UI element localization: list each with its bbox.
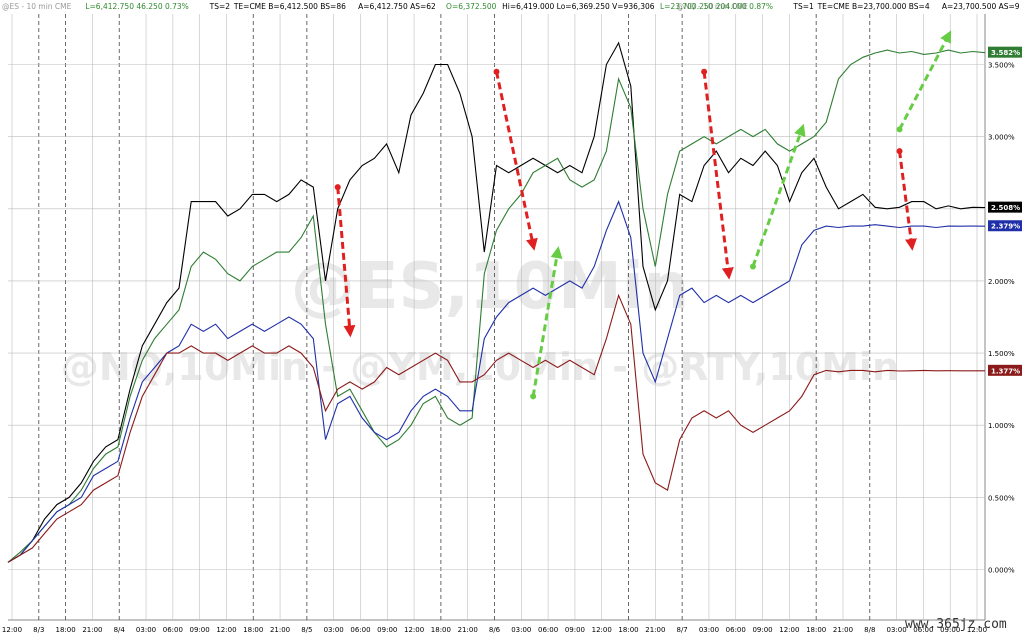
- x-tick-label: 03:00: [324, 626, 344, 634]
- x-tick-label: 18:00: [56, 626, 76, 634]
- x-tick-label: 12:00: [967, 626, 987, 634]
- trend-arrow: [495, 71, 538, 251]
- header-field: TE=CME B=6,412.500 BS=86: [233, 2, 346, 11]
- x-tick-label: 03:00: [886, 626, 906, 634]
- last-value-tag-label: 3.582%: [991, 49, 1020, 57]
- site-watermark-label: www.365jz.com: [905, 617, 1007, 632]
- last-value-tag-label: 2.379%: [991, 223, 1020, 231]
- header-field: @ES - 10 min CME: [2, 2, 72, 11]
- header-field: TS=2: [209, 2, 231, 11]
- header-field: TE=CME B=23,700.000 BS=4: [817, 2, 930, 11]
- x-tick-label: 8/8: [864, 626, 875, 634]
- last-value-tag: 2.379%: [988, 220, 1022, 232]
- x-tick-label: 09:00: [940, 626, 960, 634]
- y-tick-label: 3.000%: [988, 134, 1015, 142]
- last-value-tag-label: 1.377%: [991, 367, 1020, 375]
- last-value-tag: 2.508%: [988, 201, 1022, 213]
- trend-arrow: [702, 71, 734, 280]
- x-tick-label: 03:00: [136, 626, 156, 634]
- x-tick-label: 06:00: [913, 626, 933, 634]
- annotation-arrows: [334, 30, 952, 400]
- x-tick-label: 21:00: [645, 626, 665, 634]
- x-tick-label: 09:00: [752, 626, 772, 634]
- x-tick-label: 18:00: [618, 626, 638, 634]
- y-axis: 0.000%0.500%1.000%1.500%2.000%2.500%3.00…: [988, 62, 1015, 575]
- chart-watermark: @ES,10Min @NQ,10Min - @YM,10Min - @RTY,1…: [61, 250, 899, 389]
- last-value-tag: 3.582%: [988, 46, 1022, 58]
- last-value-tags: 2.508% 3.582% 2.379% 1.377%: [988, 46, 1022, 376]
- last-value-tag-box: [988, 364, 1022, 376]
- header-field: L=6,412.750 46.250 0.73%: [85, 2, 188, 11]
- x-tick-label: 06:00: [538, 626, 558, 634]
- x-tick-label: 21:00: [458, 626, 478, 634]
- x-tick-label: 18:00: [431, 626, 451, 634]
- x-tick-label: 03:00: [699, 626, 719, 634]
- chart-header: @ES - 10 min CME L=6,412.750 46.250 0.73%…: [2, 2, 1020, 11]
- x-tick-label: 18:00: [806, 626, 826, 634]
- trend-arrow: [898, 30, 952, 131]
- header-field: Hi=6,419.000 Lo=6,369.250 V=936,306: [502, 2, 655, 11]
- x-tick-label: 8/7: [677, 626, 688, 634]
- x-tick-label: 12:00: [592, 626, 612, 634]
- trend-arrow: [336, 187, 356, 338]
- header-field: TS=1: [792, 2, 814, 11]
- series-line: [7, 41, 986, 563]
- x-tick-label: 8/4: [114, 626, 126, 634]
- x-tick-label: 06:00: [163, 626, 183, 634]
- watermark-line1: @ES,10Min: [291, 250, 689, 324]
- x-tick-label: 21:00: [833, 626, 853, 634]
- series-line: [7, 200, 986, 563]
- x-tick-label: 12:00: [779, 626, 799, 634]
- trend-arrow: [531, 246, 563, 397]
- last-value-tag-box: [988, 220, 1022, 232]
- x-tick-label: 8/3: [33, 626, 44, 634]
- last-value-tag-label: 2.508%: [991, 204, 1020, 212]
- header-field: L=23,700.250 204.000 0.87%: [660, 2, 773, 11]
- y-tick-label: 0.000%: [988, 567, 1015, 575]
- x-tick-label: 09:00: [377, 626, 397, 634]
- x-axis: 12:00 8/3 18:00 21:00 8/4 03:00 06:00 09:00 12:0…: [2, 626, 987, 634]
- y-tick-label: 3.500%: [988, 62, 1015, 70]
- header-field: A=23,700.500 AS=9: [942, 2, 1020, 11]
- x-tick-label: 18:00: [243, 626, 263, 634]
- x-tick-label: 21:00: [270, 626, 290, 634]
- last-value-tag: 1.377%: [988, 364, 1022, 376]
- series-line: [7, 49, 986, 563]
- x-tick-label: 03:00: [511, 626, 531, 634]
- x-tick-label: 12:00: [216, 626, 236, 634]
- x-tick-label: 06:00: [350, 626, 370, 634]
- x-tick-label: 8/6: [489, 626, 501, 634]
- y-tick-label: 0.500%: [988, 494, 1015, 502]
- header-field: O=6,372.500: [446, 2, 497, 11]
- last-value-tag-box: [988, 46, 1022, 58]
- y-tick-label: 1.000%: [988, 422, 1015, 430]
- trend-arrow: [751, 123, 806, 268]
- y-tick-label: 1.500%: [988, 350, 1015, 358]
- x-tick-label: 09:00: [565, 626, 585, 634]
- series-line: [7, 293, 985, 563]
- chart-grid: [8, 14, 986, 621]
- chart-series: [7, 41, 986, 563]
- header-field: @NQ - 10 min CME: [676, 2, 748, 11]
- y-tick-label: 2.000%: [988, 278, 1015, 286]
- x-tick-label: 09:00: [190, 626, 210, 634]
- x-tick-label: 12:00: [404, 626, 424, 634]
- x-tick-label: 12:00: [2, 626, 22, 634]
- x-tick-label: 8/5: [301, 626, 312, 634]
- x-tick-label: 21:00: [82, 626, 102, 634]
- x-tick-label: 06:00: [726, 626, 746, 634]
- last-value-tag-box: [988, 201, 1022, 213]
- trend-arrow: [898, 150, 917, 251]
- header-field: A=6,412.750 AS=62: [358, 2, 436, 11]
